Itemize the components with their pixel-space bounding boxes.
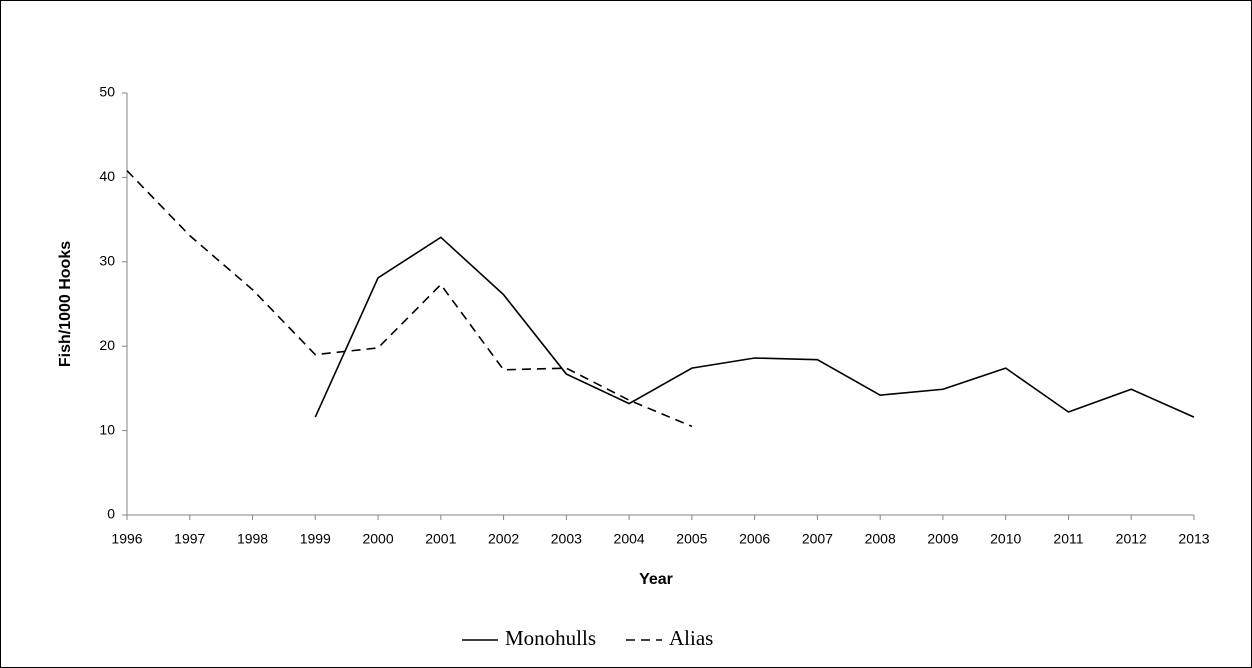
- x-tick-label: 2011: [1053, 531, 1083, 547]
- x-axis-label: Year: [639, 571, 673, 588]
- x-tick-label: 2002: [488, 531, 519, 547]
- x-tick-label: 2003: [551, 531, 582, 547]
- y-tick-label: 0: [107, 506, 115, 522]
- y-tick-label: 30: [99, 253, 115, 269]
- x-tick-label: 2013: [1178, 531, 1209, 547]
- x-tick-label: 2008: [865, 531, 896, 547]
- legend-label: Monohulls: [505, 626, 596, 650]
- y-tick-label: 50: [99, 84, 115, 100]
- legend-label: Alias: [669, 626, 713, 650]
- x-tick-label: 1997: [174, 531, 205, 547]
- x-tick-label: 2007: [802, 531, 833, 547]
- x-tick-label: 1999: [300, 531, 331, 547]
- data-line: [314, 236, 1195, 418]
- x-tick-label: 1998: [237, 531, 268, 547]
- x-tick-label: 2010: [990, 531, 1021, 547]
- x-tick-label: 2006: [739, 531, 770, 547]
- y-axis-label: Fish/1000 Hooks: [57, 241, 74, 367]
- x-tick-label: 2005: [676, 531, 707, 547]
- y-tick-label: 20: [99, 337, 115, 353]
- x-tick-label: 2009: [927, 531, 958, 547]
- x-tick-label: 2001: [425, 531, 456, 547]
- data-line: [126, 170, 693, 428]
- y-tick-label: 40: [99, 168, 115, 184]
- x-tick-label: 2004: [614, 531, 645, 547]
- x-tick-label: 1996: [111, 531, 142, 547]
- x-tick-label: 2012: [1116, 531, 1147, 547]
- y-tick-label: 10: [99, 421, 115, 437]
- x-tick-label: 2000: [362, 531, 393, 547]
